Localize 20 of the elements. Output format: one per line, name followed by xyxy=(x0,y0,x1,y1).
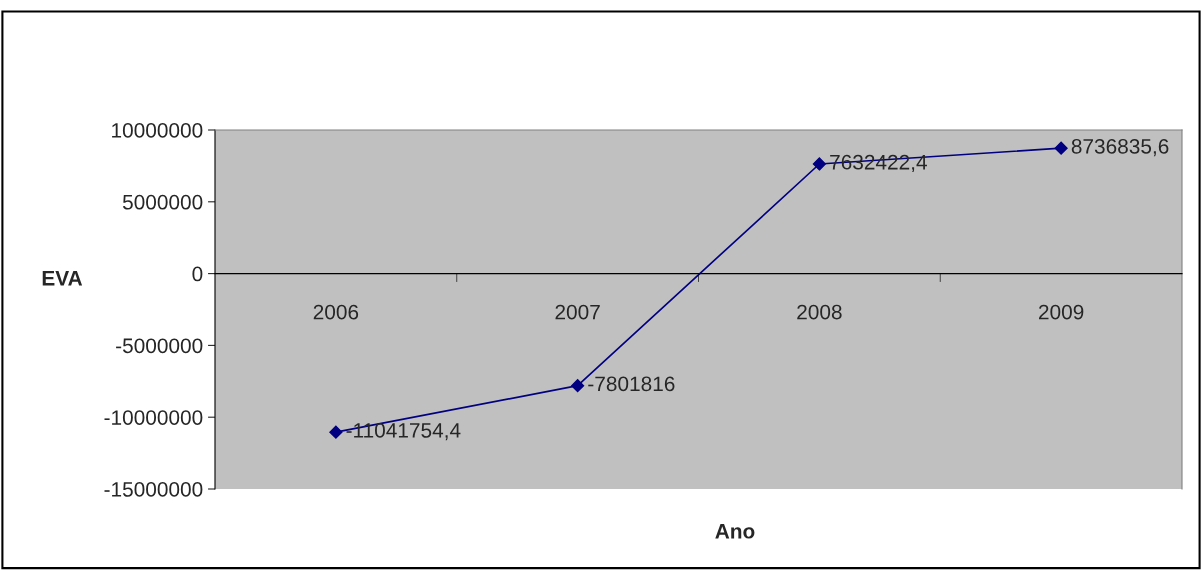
point xyxy=(1054,141,1068,155)
point xyxy=(329,425,343,439)
y-axis-title: EVA xyxy=(42,271,83,286)
y-tick-label: 5000000 xyxy=(122,194,203,210)
data-label: -7801816 xyxy=(588,376,675,392)
x-tick-label: 2006 xyxy=(313,304,359,320)
data-label: -11041754,4 xyxy=(346,423,461,441)
data-label: 7632422,4 xyxy=(830,154,927,173)
y-tick-label: 10000000 xyxy=(112,123,203,138)
x-axis-title: Ano xyxy=(715,524,755,539)
x-tick-label: 2009 xyxy=(1039,304,1084,320)
y-tick-label: -10000000 xyxy=(104,410,203,425)
x-tick-label: 2008 xyxy=(797,304,842,320)
x-tick-label: 2007 xyxy=(555,304,600,320)
point xyxy=(571,379,585,393)
point xyxy=(812,157,826,171)
y-tick-label: -15000000 xyxy=(104,482,203,497)
data-label: 8736835,6 xyxy=(1071,138,1169,157)
y-tick-label: -5000000 xyxy=(116,338,203,354)
y-tick-label: 0 xyxy=(192,266,203,282)
